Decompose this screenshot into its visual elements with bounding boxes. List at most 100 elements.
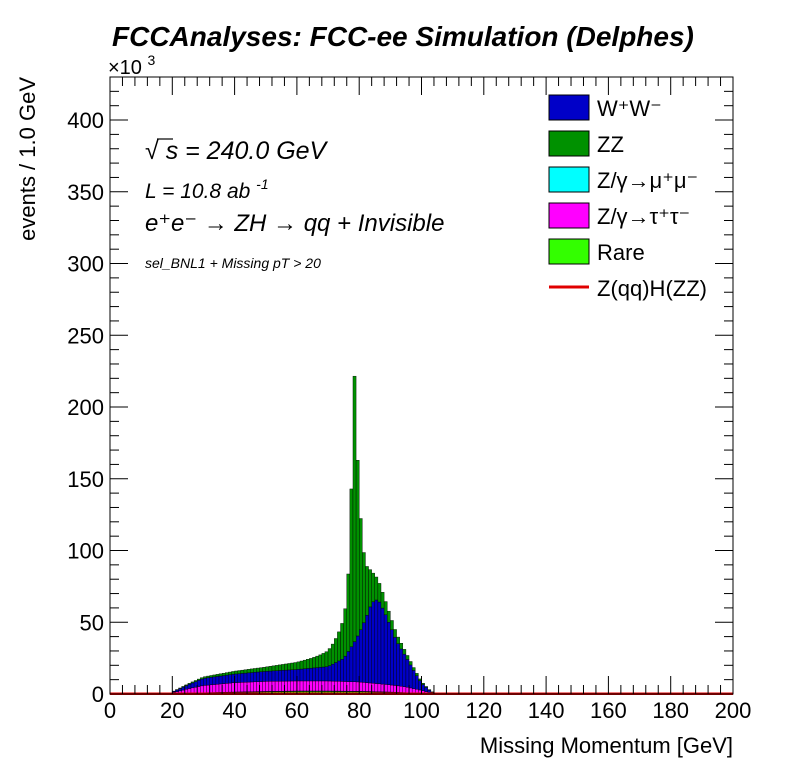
legend-swatch [549, 131, 589, 156]
histogram-bar-Ztautau [191, 688, 194, 693]
histogram-bar-ZZ [216, 674, 219, 676]
y-tick-label: 150 [67, 467, 104, 492]
histogram-bar-WW [278, 670, 281, 681]
lumi-text: L = 10.8 ab [145, 180, 251, 203]
histogram-bar-ZZ [238, 671, 241, 674]
histogram-bar-ZZ [225, 673, 228, 676]
histogram-bar-WW [369, 607, 372, 683]
energy-annotation: √ s = 240.0 GeV [145, 137, 329, 165]
histogram-bar-WW [365, 615, 368, 682]
histogram-bar-ZZ [266, 667, 269, 671]
histogram-bar-WW [409, 665, 412, 688]
histogram-bar-ZZ [365, 566, 368, 615]
legend-label: Z(qq)H(ZZ) [597, 276, 707, 301]
histogram-bar-ZZ [179, 688, 182, 689]
histogram-bar-WW [325, 667, 328, 681]
histogram-bar-Ztautau [325, 681, 328, 691]
energy-value: = 240.0 GeV [185, 137, 328, 165]
histogram-bar-Ztautau [238, 682, 241, 691]
histogram-bar-WW [250, 673, 253, 682]
legend-entry-signal: Z(qq)H(ZZ) [549, 276, 707, 301]
histogram-bar-ZZ [316, 656, 319, 667]
histogram-bar-Ztautau [378, 684, 381, 692]
legend-label: W⁺W⁻ [597, 96, 662, 121]
histogram-bar-WW [284, 670, 287, 681]
legend-entry-Rare: Rare [549, 239, 645, 265]
histogram-bar-WW [337, 661, 340, 681]
histogram-bar-ZZ [260, 668, 263, 672]
histogram-bar-Ztautau [365, 683, 368, 692]
histogram-bar-ZZ [425, 686, 428, 687]
histogram-bar-ZZ [203, 677, 206, 679]
histogram-bar-WW [372, 602, 375, 683]
histogram-bar-WW [384, 615, 387, 685]
histogram-bar-WW [244, 673, 247, 682]
histogram-bar-WW [334, 663, 337, 682]
histogram-bar-ZZ [322, 653, 325, 667]
lumi-sup: -1 [256, 176, 268, 192]
y-tick-label: 0 [92, 682, 104, 707]
histogram-bar-ZZ [372, 573, 375, 602]
histogram-bar-Ztautau [375, 684, 378, 692]
legend-swatch [549, 239, 589, 264]
histogram-bar-WW [331, 664, 334, 681]
histogram-bar-WW [412, 670, 415, 688]
histogram-bar-ZZ [300, 661, 303, 669]
histogram-bar-ZZ [228, 672, 231, 675]
histogram-bar-WW [213, 677, 216, 685]
histogram-bar-WW [353, 642, 356, 682]
series-WW [172, 600, 437, 694]
histogram-bar-Ztautau [337, 681, 340, 691]
histogram-bar-ZZ [409, 662, 412, 665]
histogram-bar-ZZ [337, 632, 340, 661]
process-annotation: e⁺e⁻ → ZH → qq + Invisible [145, 210, 444, 237]
histogram-bar-WW [400, 649, 403, 686]
histogram-bar-WW [288, 670, 291, 681]
histogram-bar-WW [328, 666, 331, 681]
histogram-bar-Ztautau [275, 681, 278, 691]
y-tick-label: 250 [67, 323, 104, 348]
histogram-bar-Ztautau [350, 682, 353, 692]
stacked-histogram [172, 376, 437, 694]
histogram-bar-ZZ [207, 676, 210, 678]
histogram-bar-WW [378, 602, 381, 684]
legend-entry-Ztautau: Z/γ→τ⁺τ⁻ [549, 203, 690, 229]
histogram-bar-ZZ [412, 668, 415, 671]
legend-entry-Zmumu: Z/γ→μ⁺μ⁻ [549, 167, 698, 193]
histogram-bar-WW [319, 667, 322, 681]
histogram-bar-ZZ [334, 639, 337, 663]
histogram-bar-Ztautau [400, 686, 403, 692]
x-tick-label: 0 [104, 698, 116, 723]
histogram-bar-Ztautau [415, 689, 418, 693]
histogram-bar-Ztautau [387, 685, 390, 692]
histogram-bar-ZZ [400, 643, 403, 649]
histogram-bar-Ztautau [263, 681, 266, 691]
histogram-bar-Ztautau [266, 681, 269, 691]
histogram-bar-ZZ [331, 644, 334, 664]
histogram-bar-ZZ [284, 664, 287, 670]
histogram-bar-ZZ [256, 668, 259, 672]
histogram-bar-WW [203, 678, 206, 685]
x-tick-label: 180 [652, 698, 689, 723]
histogram-bar-ZZ [194, 680, 197, 681]
histogram-bar-WW [375, 600, 378, 684]
histogram-bar-Ztautau [250, 682, 253, 692]
legend-swatch [549, 203, 589, 228]
histogram-bar-ZZ [390, 620, 393, 629]
histogram-bar-WW [359, 630, 362, 682]
histogram-bar-WW [200, 679, 203, 686]
legend-label: Z/γ→μ⁺μ⁻ [597, 168, 698, 193]
legend-label: Rare [597, 240, 645, 265]
histogram-bar-ZZ [387, 611, 390, 622]
histogram-bar-WW [191, 683, 194, 688]
histogram-bar-ZZ [278, 665, 281, 671]
y-tick-label: 200 [67, 395, 104, 420]
histogram-bar-ZZ [188, 683, 191, 684]
histogram-bar-WW [188, 684, 191, 688]
histogram-bar-Ztautau [390, 685, 393, 692]
x-axis-label: Missing Momentum [GeV] [480, 733, 733, 758]
histogram-bar-Ztautau [278, 681, 281, 691]
histogram-bar-ZZ [231, 671, 234, 674]
histogram-bar-ZZ [328, 649, 331, 666]
histogram-bar-WW [175, 690, 178, 692]
